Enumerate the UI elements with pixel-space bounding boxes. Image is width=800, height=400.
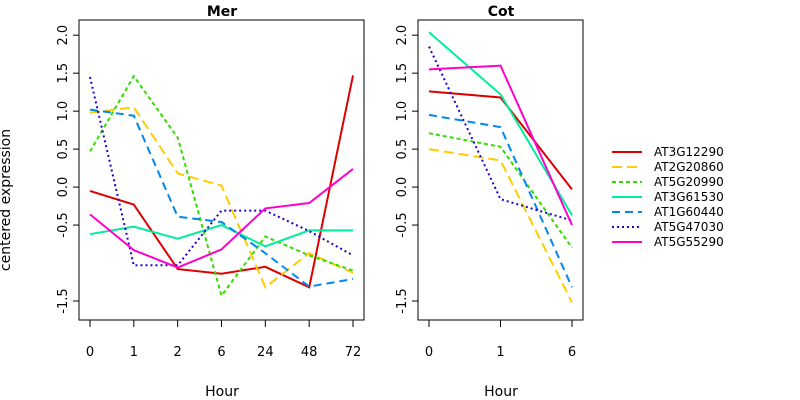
series-line-at3g61530: [428, 31, 573, 216]
x-tick-label: 1: [130, 345, 138, 360]
x-axis-label: Hour: [205, 384, 239, 400]
x-tick-label: 1: [496, 345, 504, 360]
y-tick-label: -1.5: [395, 288, 410, 313]
series-line-at2g20860: [428, 148, 573, 303]
y-tick-label: 2.0: [395, 25, 410, 46]
legend-label: AT1G60440: [654, 205, 724, 219]
legend-label: AT3G61530: [654, 190, 724, 204]
series-line-at3g12290: [428, 90, 573, 191]
legend-label: AT5G47030: [654, 220, 724, 234]
y-tick-label: 0.0: [395, 177, 410, 198]
y-tick-label: 0.5: [395, 139, 410, 160]
x-tick-label: 48: [301, 345, 318, 360]
series-line-at3g12290: [89, 75, 354, 289]
x-tick-label: 0: [425, 345, 433, 360]
y-tick-label: 0.5: [56, 139, 71, 160]
panel-title: Cot: [488, 4, 515, 20]
x-tick-label: 2: [174, 345, 182, 360]
series-line-at5g47030: [428, 46, 573, 222]
x-tick-label: 6: [568, 345, 576, 360]
y-tick-label: -1.5: [56, 288, 71, 313]
series-line-at5g55290: [89, 168, 354, 269]
y-tick-label: 2.0: [56, 25, 71, 46]
x-tick-label: 0: [86, 345, 94, 360]
y-axis-label: centered expression: [0, 129, 14, 271]
series-line-at3g61530: [89, 224, 353, 248]
series-line-at5g20990: [89, 74, 354, 298]
panel-mer: Mer Hour -1.5 -0.5 0.0 0.5 1.0 1.5 2.0 0 1 2 6 24 48…: [56, 4, 365, 400]
legend-label: AT3G12290: [654, 145, 724, 159]
y-tick-label: 1.0: [56, 101, 71, 122]
y-tick-label: -0.5: [56, 212, 71, 237]
y-tick-label: 1.5: [56, 63, 71, 84]
legend-label: AT5G20990: [654, 175, 724, 189]
series-line-at5g55290: [428, 64, 573, 226]
legend: AT3G12290AT2G20860AT5G20990AT3G61530AT1G…: [612, 145, 724, 249]
y-tick-label: 1.5: [395, 63, 410, 84]
panel-cot: Cot Hour -1.5 -0.5 0.0 0.5 1.0 1.5 2.0 0 1 6: [395, 4, 584, 400]
y-tick-label: -0.5: [395, 212, 410, 237]
panel-title: Mer: [207, 4, 237, 20]
series-line-at1g60440: [89, 108, 354, 288]
legend-label: AT2G20860: [654, 160, 724, 174]
x-tick-label: 72: [345, 345, 362, 360]
legend-label: AT5G55290: [654, 235, 724, 249]
x-tick-label: 6: [217, 345, 225, 360]
series-line-at5g47030: [89, 76, 354, 267]
x-axis-label: Hour: [484, 384, 518, 400]
series-line-at1g60440: [428, 113, 573, 288]
y-tick-label: 0.0: [56, 177, 71, 198]
x-tick-label: 24: [257, 345, 274, 360]
series-line-at2g20860: [89, 106, 354, 289]
series-line-at5g20990: [428, 132, 573, 249]
plot-frame: [78, 19, 365, 321]
y-tick-label: 1.0: [395, 101, 410, 122]
